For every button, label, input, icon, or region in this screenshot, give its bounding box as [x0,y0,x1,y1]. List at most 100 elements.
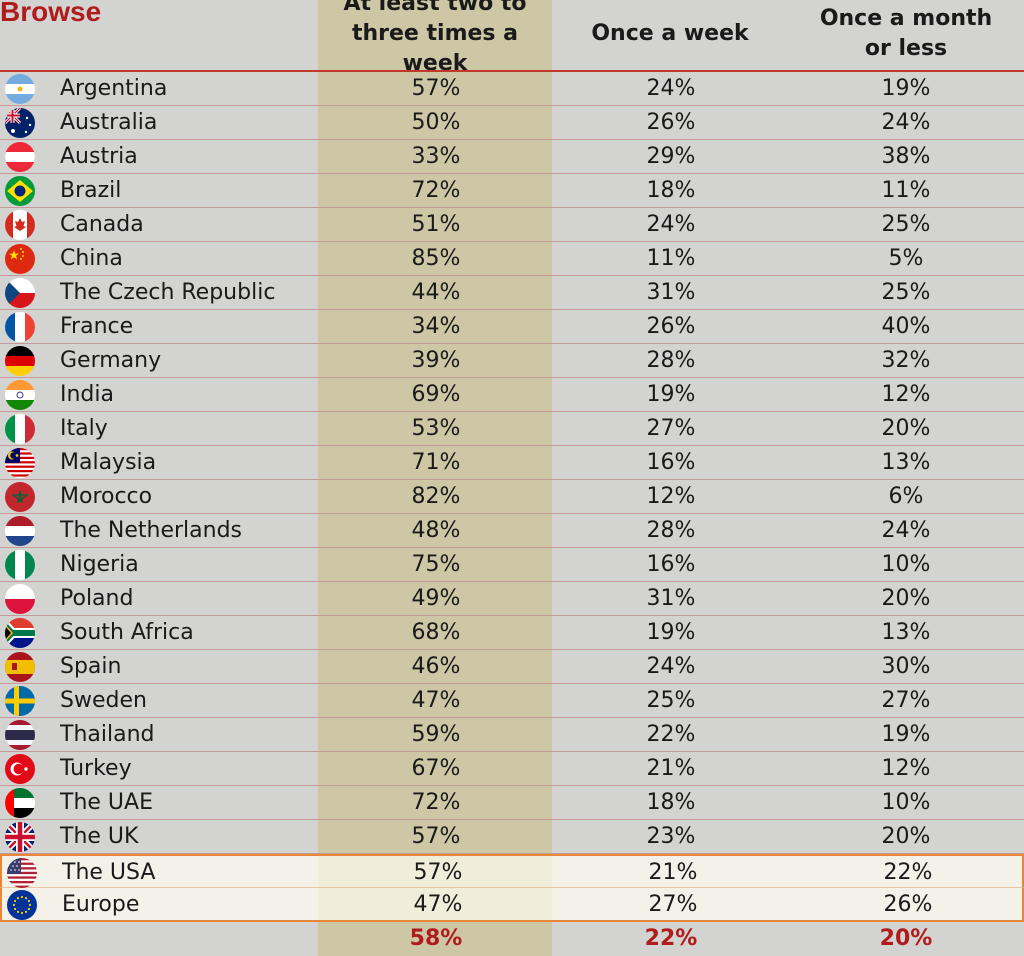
nigeria-flag-icon [5,550,35,580]
value-once-month-or-less: 20% [881,586,931,611]
value-once-week: 26% [646,110,696,135]
value-two-three-times-week: 72% [411,790,461,815]
sweden-flag-icon [5,686,35,716]
value-once-week: 18% [646,790,696,815]
table-row: Austria 33% 29% 38% [0,140,1024,174]
value-once-month-or-less: 19% [881,722,931,747]
value-once-month-or-less: 40% [881,314,931,339]
value-two-three-times-week: 34% [411,314,461,339]
table-row: India 69% 19% 12% [0,378,1024,412]
table-row: Thailand 59% 22% 19% [0,718,1024,752]
thailand-flag-icon [5,720,35,750]
row-label: Brazil [60,178,122,203]
italy-flag-icon [5,414,35,444]
austria-flag-icon [5,142,35,172]
total-row: 58% 22% 20% [0,922,1024,956]
header-divider [0,70,1024,72]
value-once-month-or-less: 13% [881,620,931,645]
table-row: South Africa 68% 19% 13% [0,616,1024,650]
row-label: South Africa [60,620,194,645]
value-once-month-or-less: 38% [881,144,931,169]
value-once-week: 19% [646,382,696,407]
eu-flag-icon [7,890,37,920]
value-once-week: 24% [646,654,696,679]
china-flag-icon [5,244,35,274]
value-once-week: 31% [646,280,696,305]
value-two-three-times-week: 57% [411,76,461,101]
value-once-month-or-less: 11% [881,178,931,203]
row-label: France [60,314,134,339]
table-row: The USA 57% 21% 22% [0,854,1024,888]
row-label: Malaysia [60,450,157,475]
value-two-three-times-week: 82% [411,484,461,509]
malaysia-flag-icon [5,448,35,478]
table-row: France 34% 26% 40% [0,310,1024,344]
value-once-month-or-less: 24% [881,518,931,543]
table-row: The Netherlands 48% 28% 24% [0,514,1024,548]
column-header-once-week: Once a week [591,21,749,46]
table-row: The Czech Republic 44% 31% 25% [0,276,1024,310]
table-row: Italy 53% 27% 20% [0,412,1024,446]
table-row: Sweden 47% 25% 27% [0,684,1024,718]
india-flag-icon [5,380,35,410]
value-two-three-times-week: 58% [409,926,463,951]
value-once-month-or-less: 24% [881,110,931,135]
value-once-month-or-less: 10% [881,552,931,577]
canada-flag-icon [5,210,35,240]
south-africa-flag-icon [5,618,35,648]
row-label: Thailand [60,722,155,747]
row-label: The UK [60,824,139,849]
value-once-week: 18% [646,178,696,203]
value-once-week: 23% [646,824,696,849]
value-once-month-or-less: 5% [888,246,924,271]
value-two-three-times-week: 46% [411,654,461,679]
value-once-month-or-less: 12% [881,382,931,407]
czech-flag-icon [5,278,35,308]
table-row: Canada 51% 24% 25% [0,208,1024,242]
value-once-month-or-less: 22% [883,860,933,885]
germany-flag-icon [5,346,35,376]
table-row: Argentina 57% 24% 19% [0,72,1024,106]
value-once-month-or-less: 13% [881,450,931,475]
value-two-three-times-week: 39% [411,348,461,373]
value-two-three-times-week: 50% [411,110,461,135]
row-label: Poland [60,586,134,611]
value-once-month-or-less: 20% [881,824,931,849]
morocco-flag-icon [5,482,35,512]
value-once-week: 27% [648,892,698,917]
table-row: Turkey 67% 21% 12% [0,752,1024,786]
table-row: Malaysia 71% 16% 13% [0,446,1024,480]
value-once-month-or-less: 6% [888,484,924,509]
row-label: Argentina [60,76,168,101]
row-label: The USA [62,860,156,885]
value-once-month-or-less: 25% [881,280,931,305]
value-once-month-or-less: 10% [881,790,931,815]
value-once-week: 21% [646,756,696,781]
browse-title: Browse [0,0,102,27]
value-once-month-or-less: 26% [883,892,933,917]
table-row: Morocco 82% 12% 6% [0,480,1024,514]
value-once-week: 12% [646,484,696,509]
value-once-week: 27% [646,416,696,441]
column-header-once-month-or-less: Once a month or less [819,6,993,61]
value-once-week: 24% [646,212,696,237]
column-header-two-three-times-week: At least two to three times a week [343,0,527,76]
row-label: Turkey [60,756,132,781]
table-row: China 85% 11% 5% [0,242,1024,276]
argentina-flag-icon [5,74,35,104]
value-two-three-times-week: 59% [411,722,461,747]
value-two-three-times-week: 48% [411,518,461,543]
table-row: Germany 39% 28% 32% [0,344,1024,378]
row-label: The Czech Republic [60,280,276,305]
brazil-flag-icon [5,176,35,206]
table-header: Browse At least two to three times a wee… [0,0,1024,76]
row-label: Sweden [60,688,147,713]
row-label: Australia [60,110,158,135]
value-two-three-times-week: 85% [411,246,461,271]
row-label: Europe [62,892,140,917]
value-two-three-times-week: 71% [411,450,461,475]
value-once-month-or-less: 32% [881,348,931,373]
turkey-flag-icon [5,754,35,784]
value-two-three-times-week: 47% [413,892,463,917]
